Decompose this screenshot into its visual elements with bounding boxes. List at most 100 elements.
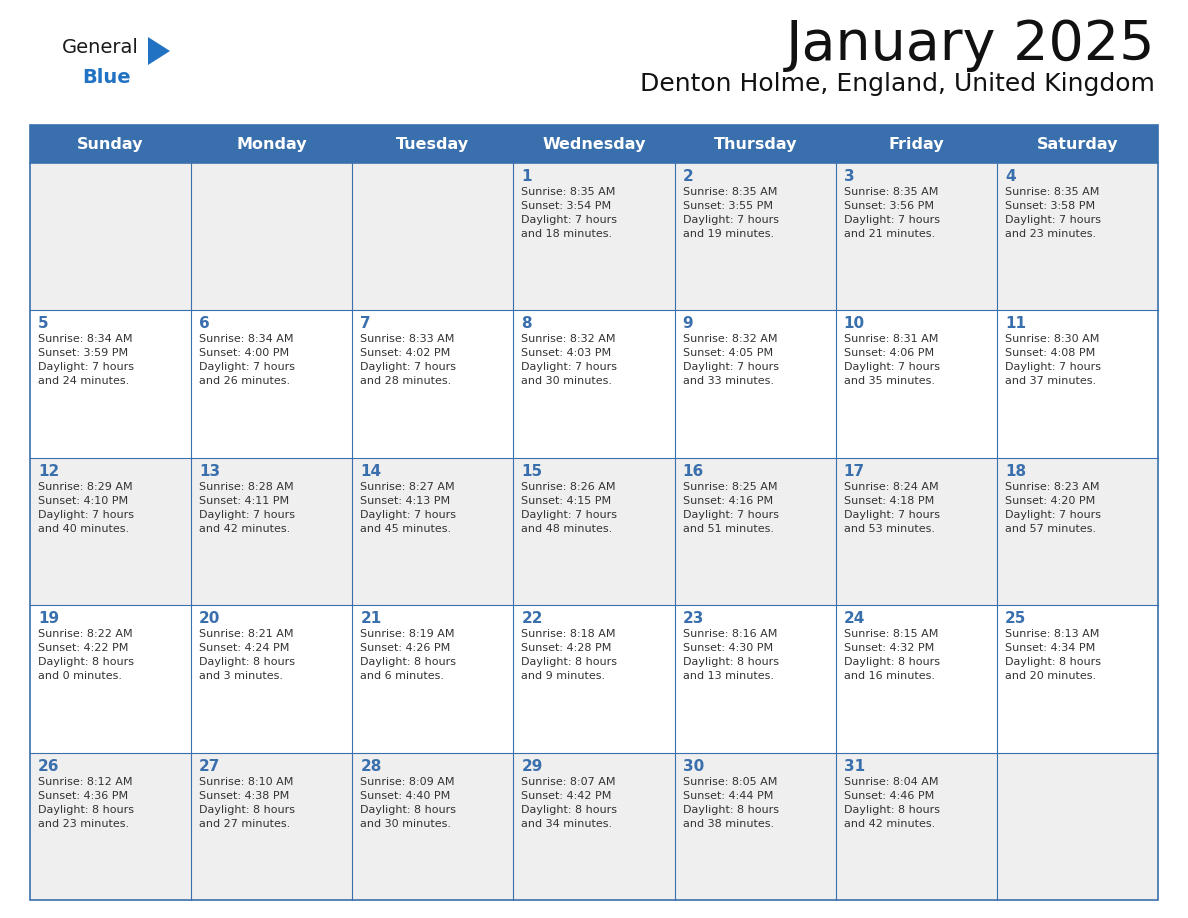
Bar: [513, 163, 675, 310]
Text: 8: 8: [522, 317, 532, 331]
Bar: [30, 125, 1158, 900]
Bar: [997, 605, 1158, 753]
Text: Sunrise: 8:18 AM
Sunset: 4:28 PM
Daylight: 8 hours
and 9 minutes.: Sunrise: 8:18 AM Sunset: 4:28 PM Dayligh…: [522, 629, 618, 681]
Bar: [675, 458, 835, 605]
Text: 3: 3: [843, 169, 854, 184]
Text: Monday: Monday: [236, 137, 307, 151]
Bar: [997, 125, 1158, 163]
Text: Sunrise: 8:12 AM
Sunset: 4:36 PM
Daylight: 8 hours
and 23 minutes.: Sunrise: 8:12 AM Sunset: 4:36 PM Dayligh…: [38, 777, 134, 829]
Bar: [513, 125, 675, 163]
Text: 1: 1: [522, 169, 532, 184]
Text: Wednesday: Wednesday: [542, 137, 646, 151]
Text: 21: 21: [360, 611, 381, 626]
Bar: [835, 605, 997, 753]
Text: 18: 18: [1005, 464, 1026, 479]
Bar: [191, 163, 353, 310]
Text: 16: 16: [683, 464, 703, 479]
Text: 12: 12: [38, 464, 59, 479]
Text: Sunrise: 8:21 AM
Sunset: 4:24 PM
Daylight: 8 hours
and 3 minutes.: Sunrise: 8:21 AM Sunset: 4:24 PM Dayligh…: [200, 629, 295, 681]
Text: Denton Holme, England, United Kingdom: Denton Holme, England, United Kingdom: [640, 72, 1155, 96]
Text: Sunrise: 8:13 AM
Sunset: 4:34 PM
Daylight: 8 hours
and 20 minutes.: Sunrise: 8:13 AM Sunset: 4:34 PM Dayligh…: [1005, 629, 1101, 681]
Text: 23: 23: [683, 611, 704, 626]
Text: 11: 11: [1005, 317, 1026, 331]
Bar: [30, 753, 191, 900]
Text: 6: 6: [200, 317, 210, 331]
Text: 13: 13: [200, 464, 220, 479]
Text: 4: 4: [1005, 169, 1016, 184]
Text: Sunrise: 8:15 AM
Sunset: 4:32 PM
Daylight: 8 hours
and 16 minutes.: Sunrise: 8:15 AM Sunset: 4:32 PM Dayligh…: [843, 629, 940, 681]
Text: Sunrise: 8:26 AM
Sunset: 4:15 PM
Daylight: 7 hours
and 48 minutes.: Sunrise: 8:26 AM Sunset: 4:15 PM Dayligh…: [522, 482, 618, 533]
Text: Sunrise: 8:04 AM
Sunset: 4:46 PM
Daylight: 8 hours
and 42 minutes.: Sunrise: 8:04 AM Sunset: 4:46 PM Dayligh…: [843, 777, 940, 829]
Bar: [997, 753, 1158, 900]
Bar: [675, 605, 835, 753]
Text: 27: 27: [200, 758, 221, 774]
Text: 17: 17: [843, 464, 865, 479]
Text: 30: 30: [683, 758, 703, 774]
Bar: [675, 163, 835, 310]
Text: Sunrise: 8:22 AM
Sunset: 4:22 PM
Daylight: 8 hours
and 0 minutes.: Sunrise: 8:22 AM Sunset: 4:22 PM Dayligh…: [38, 629, 134, 681]
Bar: [191, 310, 353, 458]
Bar: [675, 125, 835, 163]
Bar: [30, 125, 191, 163]
Bar: [30, 310, 191, 458]
Bar: [997, 163, 1158, 310]
Text: 26: 26: [38, 758, 59, 774]
Text: Sunrise: 8:10 AM
Sunset: 4:38 PM
Daylight: 8 hours
and 27 minutes.: Sunrise: 8:10 AM Sunset: 4:38 PM Dayligh…: [200, 777, 295, 829]
Bar: [513, 310, 675, 458]
Text: Sunrise: 8:35 AM
Sunset: 3:58 PM
Daylight: 7 hours
and 23 minutes.: Sunrise: 8:35 AM Sunset: 3:58 PM Dayligh…: [1005, 187, 1101, 239]
Bar: [513, 753, 675, 900]
Bar: [353, 125, 513, 163]
Text: Sunrise: 8:23 AM
Sunset: 4:20 PM
Daylight: 7 hours
and 57 minutes.: Sunrise: 8:23 AM Sunset: 4:20 PM Dayligh…: [1005, 482, 1101, 533]
Polygon shape: [148, 37, 170, 65]
Bar: [835, 163, 997, 310]
Text: Sunrise: 8:32 AM
Sunset: 4:05 PM
Daylight: 7 hours
and 33 minutes.: Sunrise: 8:32 AM Sunset: 4:05 PM Dayligh…: [683, 334, 778, 386]
Text: Blue: Blue: [82, 68, 131, 87]
Bar: [835, 125, 997, 163]
Text: Friday: Friday: [889, 137, 944, 151]
Text: 2: 2: [683, 169, 694, 184]
Text: 22: 22: [522, 611, 543, 626]
Bar: [675, 753, 835, 900]
Bar: [353, 605, 513, 753]
Text: 9: 9: [683, 317, 693, 331]
Text: Sunrise: 8:19 AM
Sunset: 4:26 PM
Daylight: 8 hours
and 6 minutes.: Sunrise: 8:19 AM Sunset: 4:26 PM Dayligh…: [360, 629, 456, 681]
Bar: [30, 605, 191, 753]
Text: Sunrise: 8:07 AM
Sunset: 4:42 PM
Daylight: 8 hours
and 34 minutes.: Sunrise: 8:07 AM Sunset: 4:42 PM Dayligh…: [522, 777, 618, 829]
Text: Sunrise: 8:25 AM
Sunset: 4:16 PM
Daylight: 7 hours
and 51 minutes.: Sunrise: 8:25 AM Sunset: 4:16 PM Dayligh…: [683, 482, 778, 533]
Text: Sunrise: 8:27 AM
Sunset: 4:13 PM
Daylight: 7 hours
and 45 minutes.: Sunrise: 8:27 AM Sunset: 4:13 PM Dayligh…: [360, 482, 456, 533]
Bar: [191, 125, 353, 163]
Bar: [353, 310, 513, 458]
Text: 5: 5: [38, 317, 49, 331]
Text: Sunrise: 8:28 AM
Sunset: 4:11 PM
Daylight: 7 hours
and 42 minutes.: Sunrise: 8:28 AM Sunset: 4:11 PM Dayligh…: [200, 482, 295, 533]
Text: Sunrise: 8:35 AM
Sunset: 3:56 PM
Daylight: 7 hours
and 21 minutes.: Sunrise: 8:35 AM Sunset: 3:56 PM Dayligh…: [843, 187, 940, 239]
Text: Sunrise: 8:34 AM
Sunset: 4:00 PM
Daylight: 7 hours
and 26 minutes.: Sunrise: 8:34 AM Sunset: 4:00 PM Dayligh…: [200, 334, 295, 386]
Text: General: General: [62, 38, 139, 57]
Text: Thursday: Thursday: [713, 137, 797, 151]
Text: 24: 24: [843, 611, 865, 626]
Text: 25: 25: [1005, 611, 1026, 626]
Bar: [30, 458, 191, 605]
Bar: [191, 753, 353, 900]
Bar: [997, 458, 1158, 605]
Text: Sunrise: 8:09 AM
Sunset: 4:40 PM
Daylight: 8 hours
and 30 minutes.: Sunrise: 8:09 AM Sunset: 4:40 PM Dayligh…: [360, 777, 456, 829]
Text: Sunrise: 8:35 AM
Sunset: 3:54 PM
Daylight: 7 hours
and 18 minutes.: Sunrise: 8:35 AM Sunset: 3:54 PM Dayligh…: [522, 187, 618, 239]
Text: 31: 31: [843, 758, 865, 774]
Bar: [353, 163, 513, 310]
Text: 29: 29: [522, 758, 543, 774]
Text: Tuesday: Tuesday: [397, 137, 469, 151]
Text: Sunrise: 8:05 AM
Sunset: 4:44 PM
Daylight: 8 hours
and 38 minutes.: Sunrise: 8:05 AM Sunset: 4:44 PM Dayligh…: [683, 777, 778, 829]
Bar: [513, 605, 675, 753]
Bar: [675, 310, 835, 458]
Text: Sunrise: 8:24 AM
Sunset: 4:18 PM
Daylight: 7 hours
and 53 minutes.: Sunrise: 8:24 AM Sunset: 4:18 PM Dayligh…: [843, 482, 940, 533]
Text: Sunrise: 8:29 AM
Sunset: 4:10 PM
Daylight: 7 hours
and 40 minutes.: Sunrise: 8:29 AM Sunset: 4:10 PM Dayligh…: [38, 482, 134, 533]
Bar: [835, 753, 997, 900]
Bar: [191, 605, 353, 753]
Text: 15: 15: [522, 464, 543, 479]
Text: 10: 10: [843, 317, 865, 331]
Text: Sunrise: 8:31 AM
Sunset: 4:06 PM
Daylight: 7 hours
and 35 minutes.: Sunrise: 8:31 AM Sunset: 4:06 PM Dayligh…: [843, 334, 940, 386]
Bar: [835, 458, 997, 605]
Text: Sunday: Sunday: [77, 137, 144, 151]
Text: Sunrise: 8:30 AM
Sunset: 4:08 PM
Daylight: 7 hours
and 37 minutes.: Sunrise: 8:30 AM Sunset: 4:08 PM Dayligh…: [1005, 334, 1101, 386]
Text: Sunrise: 8:34 AM
Sunset: 3:59 PM
Daylight: 7 hours
and 24 minutes.: Sunrise: 8:34 AM Sunset: 3:59 PM Dayligh…: [38, 334, 134, 386]
Bar: [997, 310, 1158, 458]
